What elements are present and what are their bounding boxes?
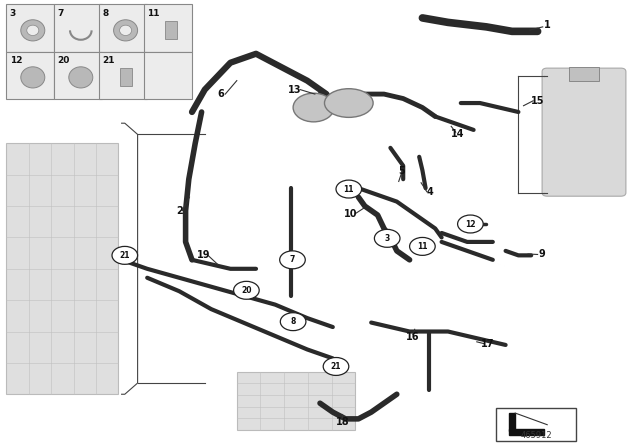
- Text: 16: 16: [406, 332, 420, 342]
- Circle shape: [323, 358, 349, 375]
- FancyBboxPatch shape: [542, 68, 626, 196]
- Text: 11: 11: [417, 242, 428, 251]
- Circle shape: [336, 180, 362, 198]
- Bar: [120, 68, 132, 86]
- Bar: [6, 4, 54, 52]
- Circle shape: [280, 251, 305, 269]
- Bar: [99, 52, 147, 99]
- Bar: [54, 52, 102, 99]
- Text: 15: 15: [531, 96, 545, 106]
- Bar: [54, 4, 102, 52]
- Bar: [6, 143, 118, 394]
- Circle shape: [112, 246, 138, 264]
- Ellipse shape: [114, 20, 138, 41]
- Text: 1: 1: [544, 20, 550, 30]
- Circle shape: [458, 215, 483, 233]
- Text: 7: 7: [58, 9, 64, 18]
- Text: 19: 19: [196, 250, 211, 260]
- Ellipse shape: [120, 25, 132, 35]
- Text: 14: 14: [451, 129, 465, 139]
- Text: 5: 5: [399, 166, 405, 176]
- Bar: [237, 372, 355, 430]
- Bar: [164, 21, 177, 39]
- Ellipse shape: [69, 67, 93, 88]
- Text: 11: 11: [344, 185, 354, 194]
- Text: 21: 21: [120, 251, 130, 260]
- Text: 2: 2: [176, 206, 182, 215]
- Bar: [570, 67, 599, 81]
- Bar: [496, 408, 576, 441]
- Ellipse shape: [21, 67, 45, 88]
- Ellipse shape: [21, 20, 45, 41]
- Text: 18: 18: [335, 417, 349, 427]
- Ellipse shape: [324, 89, 373, 117]
- Circle shape: [293, 93, 334, 122]
- Text: 21: 21: [331, 362, 341, 371]
- Text: 9: 9: [539, 250, 545, 259]
- Text: 11: 11: [147, 9, 160, 18]
- Text: 10: 10: [344, 209, 358, 219]
- Text: 12: 12: [465, 220, 476, 228]
- Bar: [99, 4, 147, 52]
- Text: 8: 8: [291, 317, 296, 326]
- Text: 7: 7: [290, 255, 295, 264]
- Text: 465912: 465912: [520, 431, 552, 440]
- Bar: [144, 4, 192, 52]
- Circle shape: [280, 313, 306, 331]
- Bar: [6, 52, 54, 99]
- Text: 4: 4: [427, 187, 433, 197]
- Text: 20: 20: [241, 286, 252, 295]
- Bar: [144, 52, 192, 99]
- Polygon shape: [509, 429, 544, 435]
- Text: 12: 12: [10, 56, 22, 65]
- Text: 17: 17: [481, 339, 495, 349]
- Text: 6: 6: [218, 89, 224, 99]
- Text: 13: 13: [288, 85, 302, 95]
- Text: 20: 20: [58, 56, 70, 65]
- Polygon shape: [509, 413, 515, 431]
- Text: 3: 3: [385, 234, 390, 243]
- Text: 8: 8: [102, 9, 109, 18]
- Text: 21: 21: [102, 56, 115, 65]
- Text: 3: 3: [10, 9, 16, 18]
- Circle shape: [410, 237, 435, 255]
- Circle shape: [234, 281, 259, 299]
- Circle shape: [374, 229, 400, 247]
- Ellipse shape: [27, 25, 39, 35]
